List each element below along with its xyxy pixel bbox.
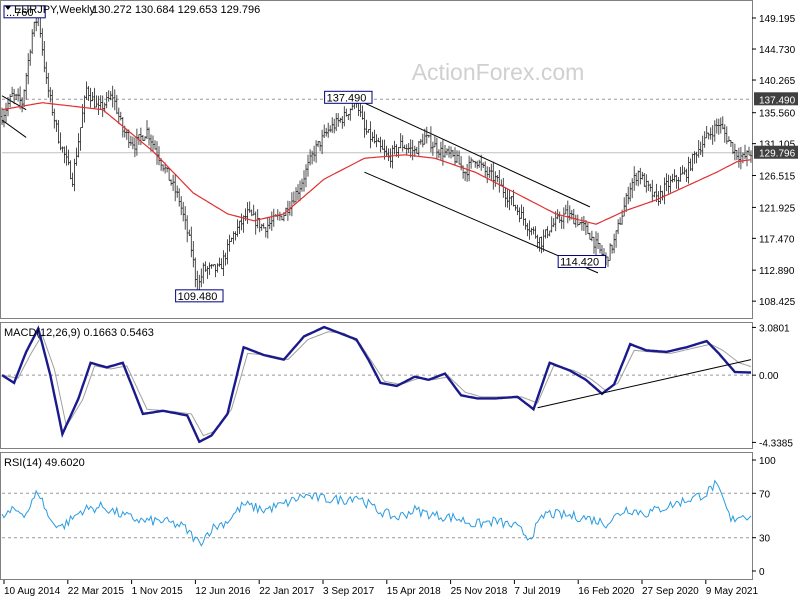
- last-price-tag-box: [754, 145, 798, 159]
- time-tick-label: 7 Jul 2019: [514, 586, 561, 597]
- panel-frames: [0, 0, 753, 580]
- time-tick-label: 9 May 2021: [706, 586, 759, 597]
- rsi-panel: 100 70 30 0 RSI(14) 49.6020: [1, 456, 776, 578]
- price-annotation-label: 137.490: [324, 90, 373, 104]
- rsi-line: [1, 479, 752, 547]
- price-axis: 149.195 144.730 140.265 135.560 131.105 126.5…: [752, 14, 798, 308]
- price-tick-label: 117.470: [759, 234, 795, 245]
- price-reference-lines: [2, 98, 751, 154]
- annotation-box: [3, 5, 46, 19]
- price-annotations: ...760 137.490 109.480 114.420: [3, 5, 607, 303]
- macd-tick-label: 3.0801: [759, 323, 790, 334]
- rsi-level-lines: [2, 492, 751, 539]
- macd-trendline: [537, 359, 752, 409]
- price-tick-label: 144.730: [759, 45, 796, 56]
- annotation-text: ...760: [6, 7, 34, 19]
- time-tick-label: 1 Nov 2015: [132, 586, 184, 597]
- annotation-box: [557, 255, 607, 269]
- price-annotation-label: ...760: [3, 5, 46, 19]
- price-tick-label: 126.515: [759, 172, 796, 183]
- time-tick-label: 27 Sep 2020: [642, 586, 699, 597]
- macd-panel-frame: [0, 322, 753, 449]
- time-tick-label: 22 Jan 2017: [259, 586, 314, 597]
- price-annotation-label: 109.480: [175, 289, 224, 303]
- macd-label: MACD(12,26,9) 0.1663 0.5463: [4, 327, 154, 339]
- rsi-panel-frame: [0, 452, 753, 580]
- last-price-tag-text: 129.796: [759, 149, 796, 160]
- dropdown-triangle-icon[interactable]: [5, 6, 11, 10]
- ohlc-values: 130.272 130.684 129.653 129.796: [92, 4, 260, 16]
- macd-panel: 3.0801 0.00 -4.3385 MACD(12,26,9) 0.1663 0…: [1, 323, 793, 449]
- price-tick-label: 112.890: [759, 266, 795, 277]
- price-tick-label: 140.265: [759, 76, 796, 87]
- price-tick-label: 108.425: [759, 297, 796, 308]
- macd-main-line: [1, 325, 751, 444]
- time-tick-label: 3 Sep 2017: [323, 586, 375, 597]
- time-tick-label: 25 Nov 2018: [451, 586, 508, 597]
- annotation-text: 137.490: [327, 92, 367, 104]
- price-panel-frame: [0, 0, 753, 319]
- macd-axis: 3.0801 0.00 -4.3385: [752, 323, 793, 449]
- price-annotation-label: 114.420: [557, 255, 607, 269]
- chart-title: EURJPY,Weekly: [14, 4, 95, 16]
- trendline-2: [356, 98, 591, 208]
- annotation-text: 109.480: [178, 291, 218, 303]
- price-tick-label: 121.925: [759, 203, 796, 214]
- price-tick-label: 131.105: [759, 140, 796, 151]
- moving-average-line: [1, 102, 752, 225]
- macd-signal-line: [1, 331, 752, 437]
- annotation-text: 114.420: [560, 257, 599, 269]
- level-tag-box: [754, 92, 798, 106]
- price-tick-label: 135.560: [759, 109, 796, 120]
- time-axis: 10 Aug 2014 22 Mar 2015 1 Nov 2015 12 Jun 2…: [3, 580, 759, 597]
- rsi-tick-label: 70: [759, 489, 771, 500]
- price-tick-label: 149.195: [759, 14, 796, 25]
- annotation-box: [324, 90, 373, 104]
- level-tag-text: 137.490: [759, 95, 796, 106]
- rsi-tick-label: 100: [759, 456, 776, 467]
- time-tick-label: 22 Mar 2015: [68, 586, 125, 597]
- rsi-axis: 100 70 30 0: [752, 456, 776, 578]
- rsi-tick-label: 0: [759, 567, 765, 578]
- time-tick-label: 12 Jun 2016: [195, 586, 250, 597]
- watermark: ActionForex.com: [412, 59, 585, 85]
- price-panel: ...760 137.490 109.480 114.420 149.195 144.7…: [0, 4, 798, 308]
- macd-tick-label: -4.3385: [759, 438, 793, 449]
- macd-tick-label: 0.00: [759, 371, 779, 382]
- price-bar: [749, 150, 753, 163]
- time-tick-label: 10 Aug 2014: [4, 586, 61, 597]
- annotation-box: [175, 289, 224, 303]
- chart-header: EURJPY,Weekly 130.272 130.684 129.653 12…: [5, 4, 260, 16]
- rsi-label: RSI(14) 49.6020: [4, 457, 85, 469]
- time-tick-label: 15 Apr 2018: [387, 586, 441, 597]
- rsi-tick-label: 30: [759, 534, 771, 545]
- time-tick-label: 16 Feb 2020: [578, 586, 635, 597]
